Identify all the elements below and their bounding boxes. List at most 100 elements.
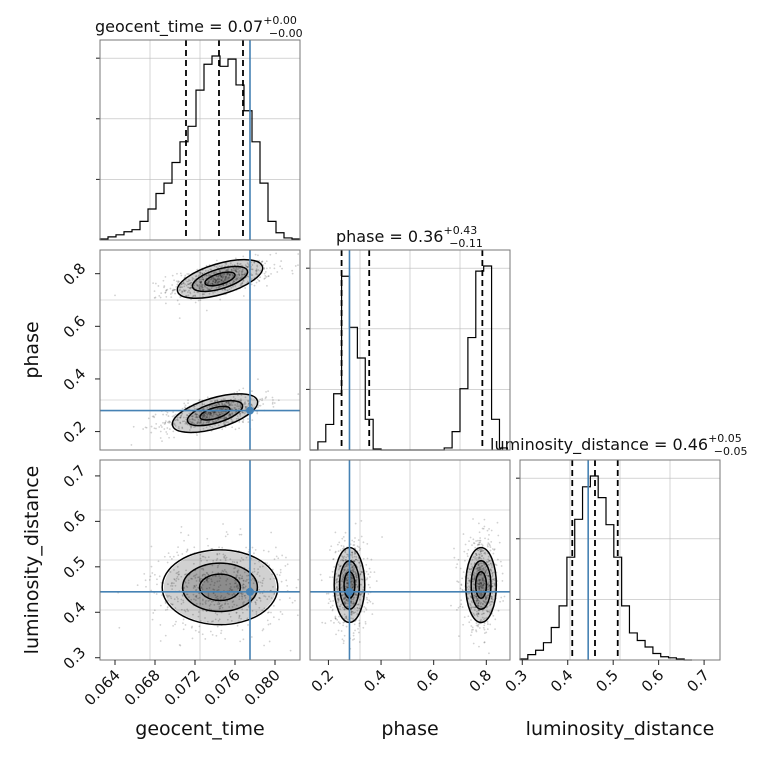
sample-point: [267, 611, 270, 614]
sample-point: [264, 397, 267, 400]
sample-point: [352, 569, 355, 572]
sample-point: [492, 578, 495, 581]
sample-point: [238, 576, 240, 579]
sample-point: [476, 604, 479, 607]
sample-point: [272, 399, 274, 401]
sample-point: [228, 288, 231, 291]
sample-point: [207, 600, 210, 602]
sample-point: [215, 282, 217, 285]
sample-point: [234, 285, 237, 287]
sample-point: [469, 581, 471, 583]
sample-point: [202, 421, 205, 424]
sample-point: [215, 634, 218, 637]
sample-point: [185, 294, 188, 297]
sample-point: [368, 567, 371, 570]
hist-panel-luminosity-distance: [516, 459, 721, 661]
sample-point: [361, 578, 364, 581]
sample-point: [220, 399, 223, 402]
sample-point: [477, 612, 479, 615]
sample-point: [345, 570, 348, 572]
sample-point: [345, 586, 348, 589]
sample-point: [487, 623, 489, 625]
sample-point: [194, 419, 196, 422]
sample-point: [173, 568, 175, 571]
sample-point: [253, 562, 256, 565]
sample-point: [472, 642, 475, 645]
sample-point: [342, 596, 345, 599]
sample-point: [366, 598, 368, 601]
sample-point: [199, 273, 202, 276]
sample-point: [473, 596, 475, 599]
sample-point: [239, 412, 242, 415]
sample-point: [345, 615, 348, 618]
sample-point: [214, 278, 217, 281]
panel-frame: [309, 459, 511, 661]
sample-point: [477, 583, 480, 585]
sample-point: [229, 414, 232, 417]
sample-point: [217, 282, 220, 285]
sample-point: [208, 608, 211, 610]
sample-point: [456, 580, 459, 583]
sample-point: [491, 585, 494, 588]
panel-content: [310, 460, 510, 660]
sample-point: [215, 404, 218, 406]
sample-point: [212, 588, 215, 591]
sample-point: [345, 598, 347, 600]
sample-point: [181, 427, 184, 430]
sample-point: [224, 535, 227, 538]
sample-point: [227, 268, 230, 271]
sample-point: [179, 422, 182, 425]
sample-point: [226, 289, 229, 292]
sample-point: [203, 414, 206, 417]
title-luminosity-distance-lower: −0.05: [714, 445, 748, 458]
sample-point: [286, 584, 289, 587]
sample-point: [188, 429, 191, 431]
sample-point: [221, 273, 224, 276]
sample-point: [193, 284, 196, 287]
sample-point: [349, 573, 352, 576]
sample-point: [202, 415, 205, 418]
sample-point: [224, 276, 227, 279]
sample-point: [187, 582, 190, 584]
sample-point: [228, 273, 231, 276]
sample-point: [475, 595, 477, 598]
sample-point: [472, 573, 475, 576]
sample-point: [478, 554, 481, 556]
sample-point: [478, 588, 480, 590]
sample-point: [489, 604, 491, 607]
hist-panel-geocent-time: [96, 39, 301, 241]
sample-point: [480, 550, 482, 553]
sample-point: [194, 282, 196, 284]
sample-point: [183, 573, 186, 576]
sample-point: [145, 585, 147, 588]
sample-point: [498, 541, 501, 544]
sample-point: [183, 290, 186, 292]
sample-point: [216, 281, 219, 284]
sample-point: [169, 555, 172, 558]
sample-point: [208, 411, 210, 414]
sample-point: [351, 565, 354, 568]
sample-point: [238, 270, 241, 272]
sample-point: [294, 599, 296, 602]
sample-point: [493, 577, 496, 580]
sample-point: [217, 589, 220, 591]
sample-point: [460, 583, 463, 586]
sample-point: [186, 422, 188, 425]
sample-point: [286, 563, 289, 566]
sample-point: [472, 556, 475, 559]
sample-point: [215, 420, 218, 423]
sample-point: [252, 577, 254, 580]
contour-1-2: [465, 546, 498, 624]
sample-point: [266, 619, 269, 622]
sample-point: [229, 558, 232, 561]
sample-point: [491, 592, 494, 595]
sample-point: [198, 631, 200, 633]
sample-point: [467, 615, 470, 618]
sample-point: [466, 593, 469, 596]
sample-point: [339, 565, 341, 568]
sample-point: [334, 551, 337, 554]
sample-point: [352, 570, 355, 573]
sample-point: [472, 628, 474, 631]
sample-point: [476, 624, 479, 627]
sample-point: [246, 574, 248, 577]
